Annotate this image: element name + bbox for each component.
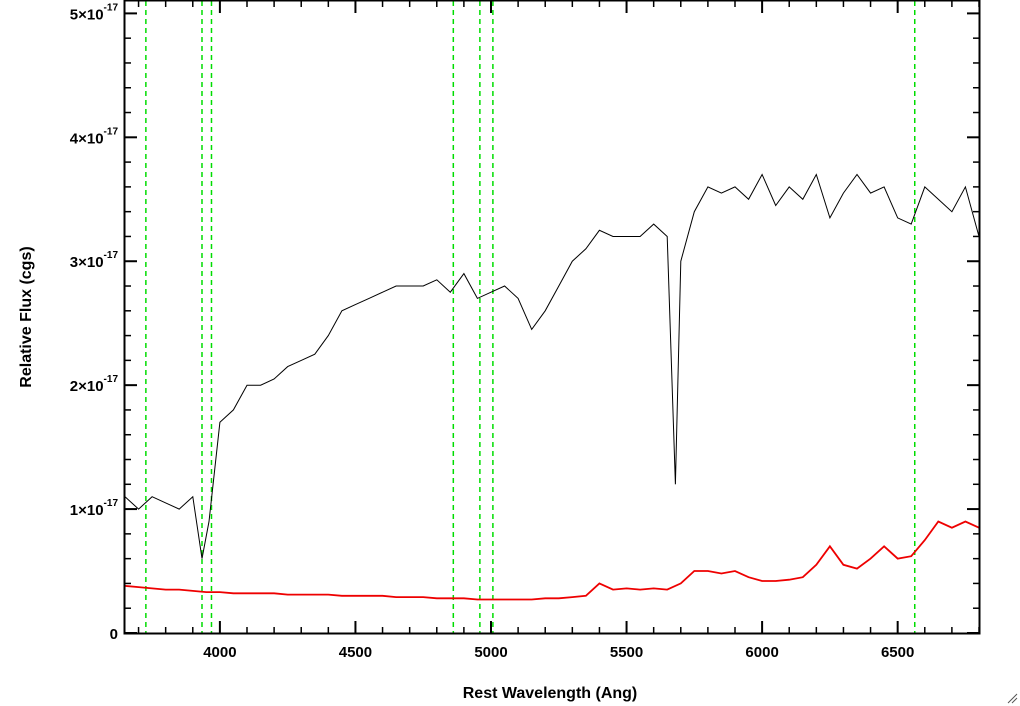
y-tick-label-0: 0 — [110, 626, 118, 643]
resize-grip-icon[interactable] — [1006, 692, 1018, 704]
error-spectrum-line — [124, 520, 980, 601]
object-spectrum-line — [124, 173, 980, 559]
x-tick-label-5: 6500 — [881, 644, 914, 661]
x-axis-label: Rest Wavelength (Ang) — [463, 685, 638, 702]
y-tick-label-5: 5×10-17 — [70, 2, 119, 23]
y-axis-label: Relative Flux (cgs) — [18, 246, 35, 387]
x-tick-label-0: 4000 — [203, 644, 236, 661]
y-tick-label-1: 1×10-17 — [70, 498, 119, 519]
series-group — [124, 173, 980, 601]
y-tick-label-3: 3×10-17 — [70, 250, 119, 271]
x-tick-label-2: 5000 — [474, 644, 507, 661]
x-tick-label-3: 5500 — [610, 644, 643, 661]
emission-line-markers — [145, 1, 916, 633]
axis-ticks — [125, 1, 980, 634]
x-tick-label-4: 6000 — [745, 644, 778, 661]
axis-tick-labels: 4000 4500 5000 5500 6000 6500 0 1×10-17 2×10-17 3… — [70, 2, 915, 661]
y-tick-label-4: 4×10-17 — [70, 126, 119, 147]
plot-frame — [123, 0, 981, 635]
x-tick-label-1: 4500 — [339, 644, 372, 661]
y-tick-label-2: 2×10-17 — [70, 374, 119, 395]
